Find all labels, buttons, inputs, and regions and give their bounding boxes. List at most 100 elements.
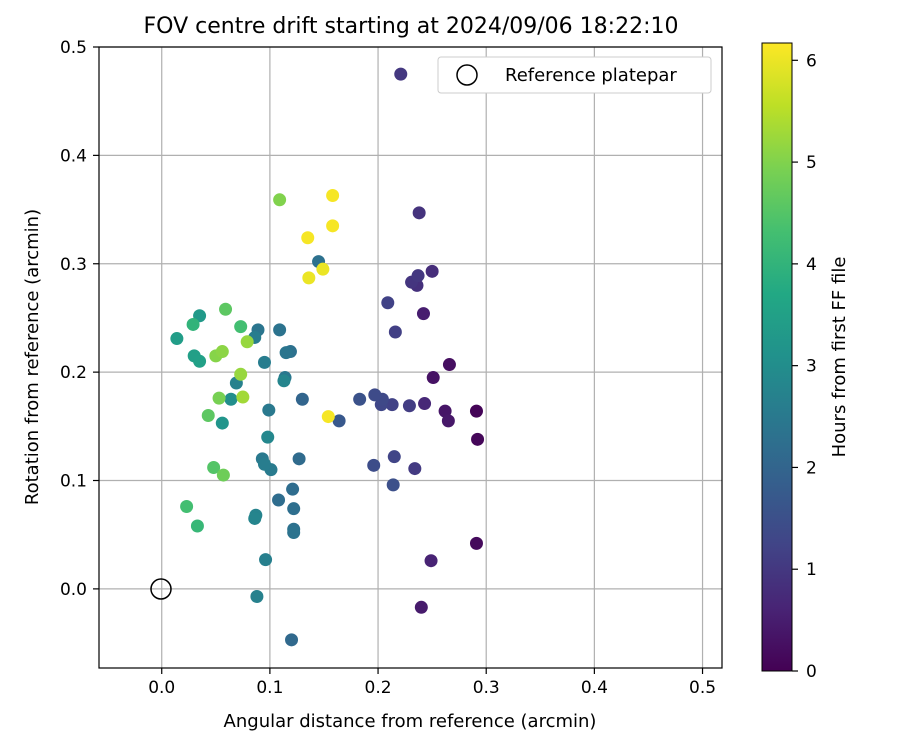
data-point xyxy=(441,414,455,428)
data-point xyxy=(273,323,287,337)
data-point xyxy=(219,302,233,316)
data-point xyxy=(286,482,300,496)
data-point xyxy=(207,461,221,475)
y-tick-label: 0.3 xyxy=(60,255,87,275)
y-axis-label: Rotation from reference (arcmin) xyxy=(22,209,43,505)
data-point xyxy=(170,332,184,346)
data-point xyxy=(287,526,301,540)
chart-title: FOV centre drift starting at 2024/09/06 … xyxy=(144,14,679,39)
data-point xyxy=(442,358,456,372)
colorbar: 0 1 2 3 4 5 6 Hours from first FF file xyxy=(761,42,850,682)
colorbar-tick-label: 1 xyxy=(806,560,817,580)
data-point xyxy=(353,392,367,406)
data-point xyxy=(279,346,293,360)
data-point xyxy=(272,493,286,507)
data-point xyxy=(259,553,273,567)
data-point xyxy=(215,416,229,430)
data-point xyxy=(212,391,226,405)
data-point xyxy=(326,188,340,202)
data-point xyxy=(180,500,194,514)
data-point xyxy=(250,589,264,603)
plot-frame xyxy=(98,46,723,669)
x-tick-label: 0.4 xyxy=(581,678,608,698)
colorbar-tick-label: 0 xyxy=(806,662,817,682)
data-point xyxy=(257,457,271,471)
legend-box xyxy=(437,56,712,94)
data-point xyxy=(426,371,440,385)
x-tick-label: 0.5 xyxy=(689,678,716,698)
y-tick-label: 0.5 xyxy=(60,38,87,58)
y-tick-label: 0.0 xyxy=(60,580,87,600)
data-point xyxy=(292,452,306,466)
colorbar-tick-label: 3 xyxy=(806,357,817,377)
data-point xyxy=(385,398,399,412)
colorbar-tick-label: 6 xyxy=(806,51,817,71)
data-point xyxy=(236,390,250,404)
x-tick-label: 0.0 xyxy=(148,678,175,698)
data-point xyxy=(261,430,275,444)
data-point xyxy=(412,206,426,220)
data-point xyxy=(326,219,340,233)
colorbar-label: Hours from first FF file xyxy=(829,257,850,458)
data-point xyxy=(190,519,204,533)
data-point xyxy=(295,392,309,406)
data-point xyxy=(402,399,416,413)
y-tick-label: 0.2 xyxy=(60,363,87,383)
colorbar-tick-label: 5 xyxy=(806,153,817,173)
data-point xyxy=(234,320,248,334)
y-axis-ticks: 0.0 0.1 0.2 0.3 0.4 0.5 xyxy=(60,38,99,600)
data-point xyxy=(469,536,483,550)
legend-marker-reference xyxy=(456,64,478,86)
x-tick-label: 0.1 xyxy=(256,678,283,698)
data-point xyxy=(287,502,301,516)
data-point xyxy=(201,408,215,422)
data-point xyxy=(367,458,381,472)
data-point xyxy=(273,193,287,207)
colorbar-tick-label: 4 xyxy=(806,255,817,275)
colorbar-ticks: 0 1 2 3 4 5 6 xyxy=(792,51,817,682)
data-points xyxy=(170,67,485,647)
data-point xyxy=(368,388,382,402)
data-point xyxy=(387,450,401,464)
x-tick-label: 0.3 xyxy=(473,678,500,698)
data-point xyxy=(332,414,346,428)
data-point xyxy=(316,262,330,276)
data-point xyxy=(394,67,408,81)
data-point xyxy=(424,554,438,568)
y-tick-label: 0.1 xyxy=(60,472,87,492)
data-point xyxy=(186,317,200,331)
data-point xyxy=(248,511,262,525)
data-point xyxy=(301,231,315,245)
data-point xyxy=(414,600,428,614)
data-point xyxy=(386,478,400,492)
x-tick-label: 0.2 xyxy=(365,678,392,698)
data-point xyxy=(425,264,439,278)
data-point xyxy=(285,633,299,647)
data-point xyxy=(277,374,291,388)
data-point xyxy=(411,269,425,283)
data-point xyxy=(469,404,483,418)
data-point xyxy=(216,468,230,482)
legend: Reference platepar xyxy=(437,56,712,94)
data-point xyxy=(471,432,485,446)
data-point xyxy=(234,367,248,381)
data-point xyxy=(302,271,316,285)
data-point xyxy=(240,335,254,349)
data-point xyxy=(416,307,430,321)
reference-platepar-marker xyxy=(150,578,172,600)
data-point xyxy=(381,296,395,310)
colorbar-gradient xyxy=(761,42,793,672)
data-point xyxy=(224,392,238,406)
data-point xyxy=(418,397,432,411)
data-point xyxy=(262,403,276,417)
data-point xyxy=(438,404,452,418)
data-point xyxy=(408,462,422,476)
y-tick-label: 0.4 xyxy=(60,146,87,166)
x-axis-label: Angular distance from reference (arcmin) xyxy=(224,711,597,732)
legend-label-reference: Reference platepar xyxy=(505,65,677,86)
data-point xyxy=(388,325,402,339)
x-axis-ticks: 0.0 0.1 0.2 0.3 0.4 0.5 xyxy=(148,668,716,698)
colorbar-tick-label: 2 xyxy=(806,458,817,478)
data-point xyxy=(215,345,229,359)
